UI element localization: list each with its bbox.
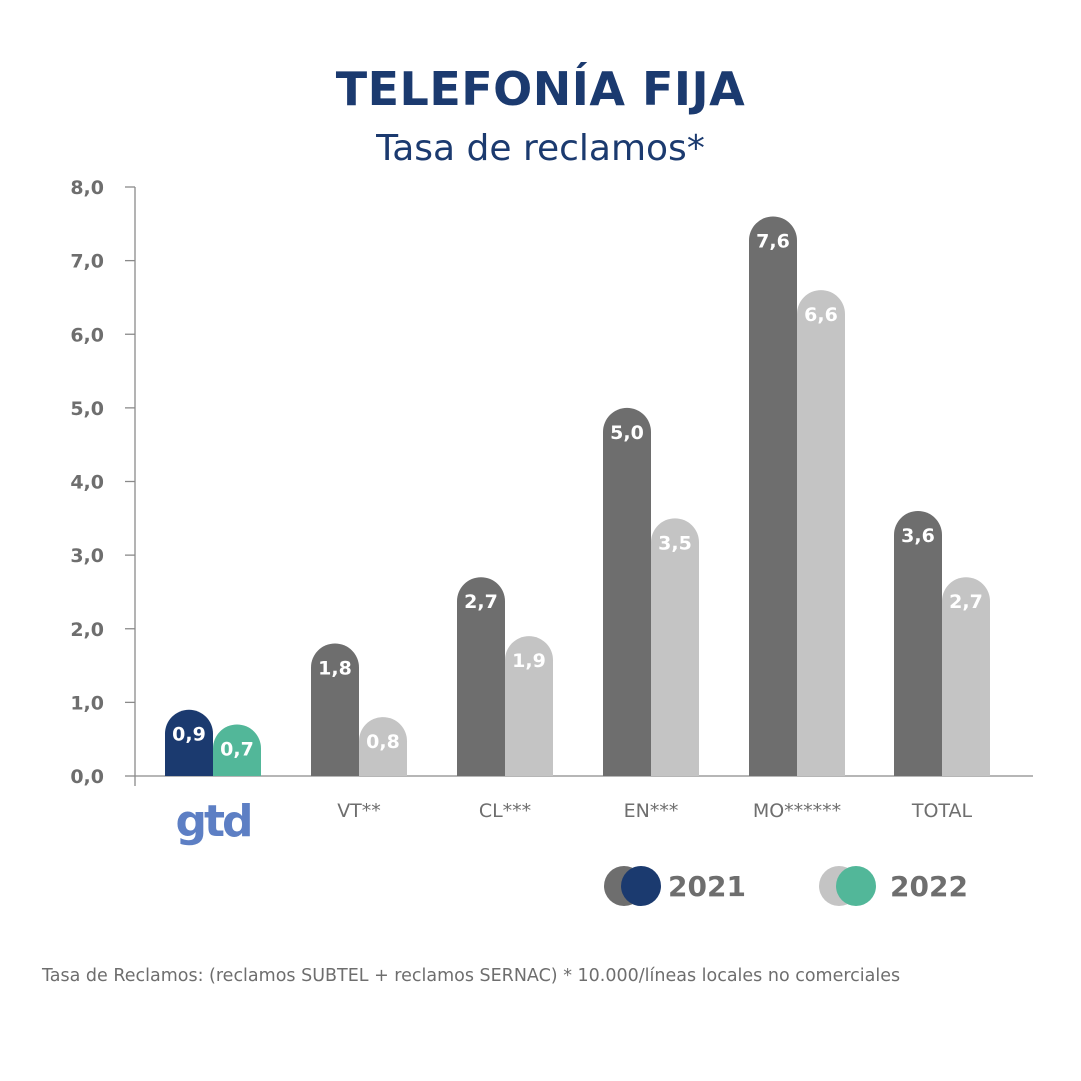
data-label: 1,9	[512, 650, 546, 672]
y-tick-label: 5,0	[70, 398, 104, 420]
y-tick-label: 8,0	[70, 177, 104, 199]
bar-2022	[213, 724, 261, 776]
x-tick-label: MO******	[753, 800, 841, 822]
chart-title: TELEFONÍA FIJA	[335, 62, 746, 116]
legend: 2021 2022	[604, 866, 968, 906]
y-tick-label: 4,0	[70, 472, 104, 494]
y-tick-label: 6,0	[70, 324, 104, 346]
bar-2021	[311, 643, 359, 776]
data-label: 0,9	[172, 724, 206, 746]
bar-2022	[505, 636, 553, 776]
y-tick-label: 2,0	[70, 619, 104, 641]
legend-label: 2021	[668, 870, 746, 903]
footnote: Tasa de Reclamos: (reclamos SUBTEL + rec…	[42, 966, 901, 986]
category-labels: gtd VT** CL*** EN*** MO****** TOTAL	[175, 796, 972, 847]
x-tick-label: TOTAL	[911, 800, 973, 822]
y-tick-label: 0,0	[70, 766, 104, 788]
bar-2021	[749, 216, 797, 776]
data-label: 3,5	[658, 532, 692, 554]
data-label: 6,6	[804, 304, 838, 326]
bar-2022	[797, 290, 845, 776]
legend-label: 2022	[890, 870, 968, 903]
data-label: 0,8	[366, 731, 400, 753]
data-label: 2,7	[949, 591, 983, 613]
chart-bars: 0,9 0,7 1,8 0,8 2,7 1,9 5,0 3,5 7,6 6,6 3,6 2,7	[165, 216, 990, 776]
chart-subtitle: Tasa de reclamos*	[376, 128, 705, 169]
y-tick-label: 7,0	[70, 251, 104, 273]
data-label: 5,0	[610, 422, 644, 444]
gtd-logo: gtd	[175, 796, 250, 847]
legend-swatch-front	[621, 866, 661, 906]
data-label: 1,8	[318, 657, 352, 679]
data-label: 0,7	[220, 738, 254, 760]
bar-2021	[894, 510, 942, 776]
x-tick-label: EN***	[624, 800, 679, 822]
data-label: 2,7	[464, 591, 498, 613]
bar-2021	[603, 407, 651, 776]
x-tick-label: CL***	[479, 800, 531, 822]
bar-2022	[651, 518, 699, 776]
bar-2022	[942, 577, 990, 776]
legend-swatch-front	[836, 866, 876, 906]
bar-2021	[457, 577, 505, 776]
chart-axes: 0,0 1,0 2,0 3,0 4,0 5,0 6,0 7,0 8,0	[70, 177, 1033, 788]
y-tick-label: 3,0	[70, 545, 104, 567]
data-label: 7,6	[756, 230, 790, 252]
bar-2021	[165, 709, 213, 776]
x-tick-label: VT**	[337, 800, 381, 822]
y-tick-label: 1,0	[70, 692, 104, 714]
data-label: 3,6	[901, 525, 935, 547]
bar-2022	[359, 717, 407, 776]
